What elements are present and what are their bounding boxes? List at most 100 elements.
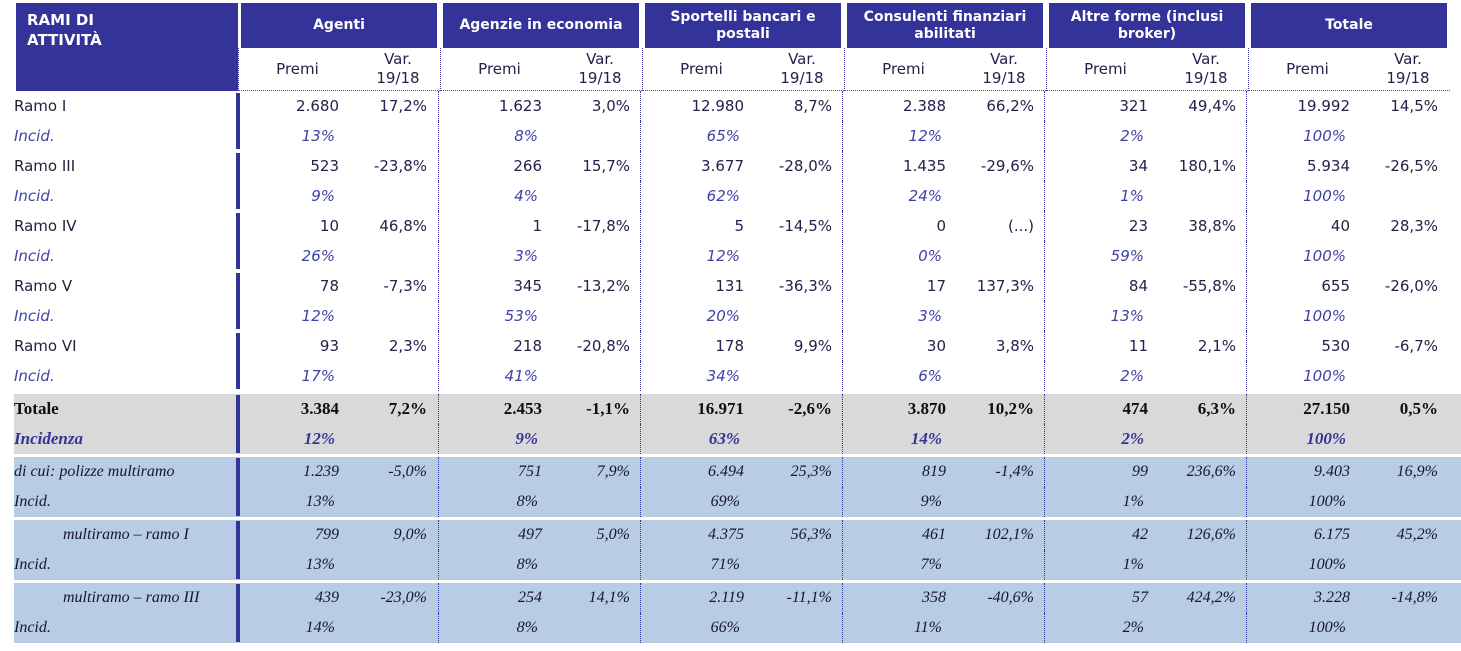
table-row-pair: Ramo III 523 -23,8% 266 15,7% 3.677 -28,… bbox=[14, 151, 1461, 211]
var-value: 424,2% bbox=[1186, 589, 1236, 606]
var-value: -14,5% bbox=[778, 217, 832, 235]
group-altre-forme: 474 6,3% bbox=[1044, 394, 1246, 424]
premi-value: 178 bbox=[715, 337, 744, 355]
var-value: 2,1% bbox=[1197, 337, 1236, 355]
var-value: 14,5% bbox=[1390, 97, 1438, 115]
var-value: -26,5% bbox=[1384, 157, 1438, 175]
incid-value: 100% bbox=[1303, 307, 1346, 325]
premi-value: 4.375 bbox=[708, 526, 744, 543]
premi-value: 655 bbox=[1321, 277, 1350, 295]
row-label-header: RAMI DI ATTIVITÀ bbox=[16, 3, 238, 91]
group-agenzie: 8% bbox=[438, 487, 640, 517]
group-agenti: 17% bbox=[236, 361, 438, 391]
group-title: Agenti bbox=[241, 3, 437, 48]
incidence-row: Incid. 12% 53% 20% 3% 13% 100% bbox=[14, 301, 1461, 331]
var-value: 10,2% bbox=[987, 399, 1034, 418]
group-altre-forme: 84 -55,8% bbox=[1044, 271, 1246, 301]
incid-value: 9% bbox=[311, 187, 335, 205]
group-agenti: 26% bbox=[236, 241, 438, 271]
incid-value: 2% bbox=[1122, 619, 1144, 636]
group-agenzie: 1.623 3,0% bbox=[438, 91, 640, 121]
var-value: -55,8% bbox=[1182, 277, 1236, 295]
group-consulenti: 3% bbox=[842, 301, 1044, 331]
premi-value: 6.175 bbox=[1314, 526, 1350, 543]
incid-value: 100% bbox=[1303, 127, 1346, 145]
var-value: 102,1% bbox=[984, 526, 1034, 543]
group-sportelli: 12.980 8,7% bbox=[640, 91, 842, 121]
group-sportelli: 12% bbox=[640, 241, 842, 271]
group-totale: 3.228 -14,8% bbox=[1246, 583, 1448, 613]
var-value: 2,3% bbox=[388, 337, 427, 355]
incid-value: 53% bbox=[504, 307, 538, 325]
group-consulenti: 819 -1,4% bbox=[842, 457, 1044, 487]
incid-value: 2% bbox=[1120, 367, 1144, 385]
premi-value: 321 bbox=[1119, 97, 1148, 115]
group-totale: 100% bbox=[1246, 301, 1448, 331]
premi-column-header: Premi bbox=[680, 60, 723, 78]
var-column-header: Var. 19/18 bbox=[1386, 50, 1430, 87]
group-sportelli: 65% bbox=[640, 121, 842, 151]
incid-value: 71% bbox=[710, 556, 740, 573]
premi-value: 497 bbox=[518, 526, 542, 543]
group-agenzie: 1 -17,8% bbox=[438, 211, 640, 241]
group-agenti: 10 46,8% bbox=[236, 211, 438, 241]
group-totale: 27.150 0,5% bbox=[1246, 394, 1448, 424]
incid-value: 12% bbox=[303, 429, 335, 448]
var-column-header: Var. 19/18 bbox=[982, 50, 1026, 87]
premi-value: 3.677 bbox=[701, 157, 744, 175]
group-header-agenti: Agenti Premi Var. 19/18 bbox=[238, 3, 440, 91]
group-agenzie: 266 15,7% bbox=[438, 151, 640, 181]
group-totale: 100% bbox=[1246, 424, 1448, 454]
var-value: 66,2% bbox=[986, 97, 1034, 115]
var-column-header: Var. 19/18 bbox=[376, 50, 420, 87]
table-body: Ramo I 2.680 17,2% 1.623 3,0% 12.980 8,7… bbox=[14, 91, 1461, 643]
group-title: Consulenti finanziari abilitati bbox=[847, 3, 1043, 48]
incid-value: 100% bbox=[1303, 367, 1346, 385]
table-row: multiramo – ramo III 439 -23,0% 254 14,1… bbox=[14, 583, 1461, 613]
incid-value: 1% bbox=[1122, 556, 1144, 573]
row-label: Ramo V bbox=[14, 277, 73, 295]
group-subheader: Premi Var. 19/18 bbox=[1046, 48, 1248, 91]
group-agenti: 3.384 7,2% bbox=[236, 394, 438, 424]
var-value: -11,1% bbox=[786, 589, 832, 606]
premi-value: 10 bbox=[319, 217, 339, 235]
premi-value: 0 bbox=[936, 217, 946, 235]
table-row: Ramo I 2.680 17,2% 1.623 3,0% 12.980 8,7… bbox=[14, 91, 1461, 121]
group-consulenti: 6% bbox=[842, 361, 1044, 391]
premi-value: 2.680 bbox=[296, 97, 339, 115]
group-altre-forme: 34 180,1% bbox=[1044, 151, 1246, 181]
premi-value: 1.239 bbox=[303, 463, 339, 480]
group-consulenti: 0% bbox=[842, 241, 1044, 271]
incidence-row: Incid. 13% 8% 71% 7% 1% 100% bbox=[14, 550, 1461, 580]
var-column-header: Var. 19/18 bbox=[780, 50, 824, 87]
incid-value: 8% bbox=[516, 619, 538, 636]
table-row: multiramo – ramo I 799 9,0% 497 5,0% 4.3… bbox=[14, 520, 1461, 550]
incid-value: 100% bbox=[1306, 429, 1346, 448]
incid-value: 12% bbox=[908, 127, 942, 145]
group-totale: 655 -26,0% bbox=[1246, 271, 1448, 301]
channel-group-headers: Agenti Premi Var. 19/18 Agenzie in econo… bbox=[238, 3, 1450, 91]
var-value: -17,8% bbox=[576, 217, 630, 235]
group-agenzie: 345 -13,2% bbox=[438, 271, 640, 301]
incid-value: 2% bbox=[1121, 429, 1144, 448]
incid-value: 17% bbox=[301, 367, 335, 385]
var-value: 45,2% bbox=[1396, 526, 1438, 543]
incid-value: 13% bbox=[301, 127, 335, 145]
group-totale: 6.175 45,2% bbox=[1246, 520, 1448, 550]
group-header-agenzie: Agenzie in economia Premi Var. 19/18 bbox=[440, 3, 642, 91]
group-header-consulenti: Consulenti finanziari abilitati Premi Va… bbox=[844, 3, 1046, 91]
var-value: 9,9% bbox=[793, 337, 832, 355]
row-label: Ramo III bbox=[14, 157, 76, 175]
table-header: RAMI DI ATTIVITÀ Agenti Premi Var. 19/18… bbox=[14, 3, 1461, 91]
incid-value: 24% bbox=[908, 187, 942, 205]
var-value: 126,6% bbox=[1186, 526, 1236, 543]
premi-column-header: Premi bbox=[478, 60, 521, 78]
var-value: 8,7% bbox=[793, 97, 832, 115]
var-value: 16,9% bbox=[1396, 463, 1438, 480]
premi-value: 6.494 bbox=[708, 463, 744, 480]
premi-value: 2.119 bbox=[709, 589, 744, 606]
group-agenzie: 9% bbox=[438, 424, 640, 454]
group-consulenti: 17 137,3% bbox=[842, 271, 1044, 301]
table-row-pair: Ramo V 78 -7,3% 345 -13,2% 131 -36,3% 17… bbox=[14, 271, 1461, 331]
